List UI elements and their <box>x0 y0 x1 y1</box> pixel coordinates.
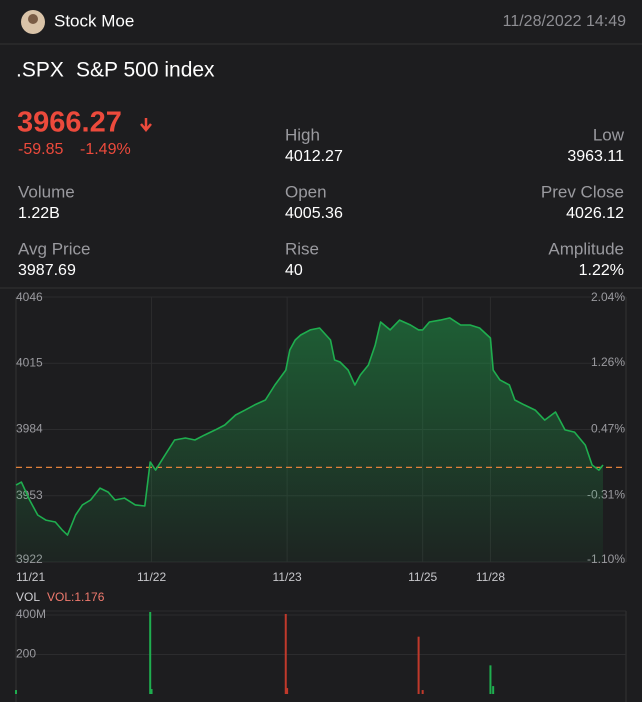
stat-label: Open <box>285 182 327 201</box>
x-tick-label: 11/25 <box>408 570 437 584</box>
user-name[interactable]: Stock Moe <box>54 11 134 30</box>
y-tick-label: 3984 <box>16 422 43 436</box>
y-tick-label: 400M <box>16 607 46 621</box>
volume-bar <box>150 689 153 694</box>
volume-bar <box>15 690 17 694</box>
stat-value: 4005.36 <box>285 205 343 222</box>
area-fill <box>16 317 603 562</box>
avatar-face <box>28 14 38 24</box>
x-tick-label: 11/23 <box>273 570 302 584</box>
change-pct: -1.49% <box>80 141 131 158</box>
index-name: S&P 500 index <box>76 59 215 82</box>
stats: High 4012.27 Low 3963.11 Volume 1.22B Open 4005… <box>18 125 625 279</box>
price: 3966.27 <box>17 107 122 139</box>
down-arrow <box>140 118 152 132</box>
stat-label: Amplitude <box>548 239 624 258</box>
datetime: 11/28/2022 14:49 <box>503 13 626 30</box>
stat-value: 1.22% <box>579 262 624 279</box>
y-tick-label: 4046 <box>16 290 43 304</box>
stat-value: 1.22B <box>18 205 60 222</box>
price-chart: 404640153984395339222.04%1.26%0.47%-0.31… <box>15 290 627 584</box>
symbol: .SPX <box>16 59 64 82</box>
volume-bar <box>489 665 492 694</box>
y2-tick-label: 2.04% <box>591 290 625 304</box>
stat-label: Volume <box>18 182 75 201</box>
stat-label: Low <box>593 125 625 144</box>
stat-value: 40 <box>285 262 303 279</box>
stat-value: 4026.12 <box>566 205 624 222</box>
volume-bar <box>421 690 424 694</box>
volume-subtitle: VOL:1.176 <box>47 590 105 604</box>
price-line <box>15 317 604 536</box>
stat-label: Avg Price <box>18 239 90 258</box>
y-tick-label: 200 <box>16 647 36 661</box>
stat-label: Rise <box>285 239 319 258</box>
change: -59.85 <box>18 141 63 158</box>
stat-label: High <box>285 125 320 144</box>
volume-bar <box>492 686 495 694</box>
volume-bar <box>149 611 152 694</box>
x-tick-label: 11/28 <box>476 570 505 584</box>
y2-tick-label: 0.47% <box>591 422 625 436</box>
x-tick-label: 11/21 <box>16 570 45 584</box>
stat-value: 4012.27 <box>285 148 343 165</box>
volume-title: VOL <box>16 590 40 604</box>
y-tick-label: 4015 <box>16 355 43 369</box>
stat-value: 3987.69 <box>18 262 76 279</box>
y2-tick-label: 1.26% <box>591 355 625 369</box>
stat-value: 3963.11 <box>567 148 624 165</box>
volume-bar <box>284 613 287 694</box>
volume-bar <box>286 688 289 694</box>
x-tick-label: 11/22 <box>137 570 166 584</box>
volume-bar <box>417 636 420 694</box>
stat-label: Prev Close <box>541 182 624 201</box>
